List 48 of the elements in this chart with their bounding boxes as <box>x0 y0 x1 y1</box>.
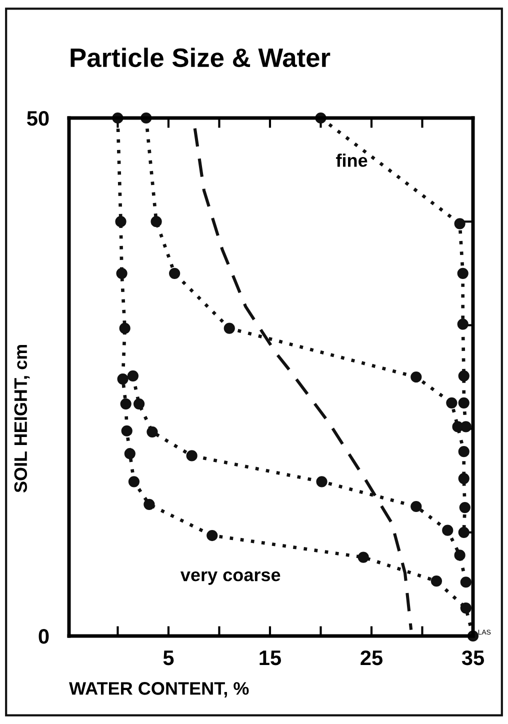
point <box>410 371 422 383</box>
annotation: very coarse <box>180 571 280 585</box>
point <box>410 500 422 512</box>
point <box>128 476 140 488</box>
x-tick-label: 5 <box>163 650 174 666</box>
point <box>144 498 155 510</box>
chart-title: Particle Size & Water <box>70 48 330 68</box>
point <box>457 268 468 279</box>
point <box>206 530 218 542</box>
point <box>454 218 466 230</box>
point <box>146 426 158 438</box>
point <box>358 552 369 563</box>
point <box>442 524 454 536</box>
point <box>460 421 472 432</box>
point <box>459 502 470 514</box>
point <box>150 216 162 228</box>
point <box>127 370 139 382</box>
x-tick-label: 35 <box>462 650 484 666</box>
point <box>460 602 472 614</box>
point <box>224 322 235 334</box>
point <box>458 397 470 408</box>
y-tick-label: 0 <box>38 629 49 644</box>
x-axis-title: WATER CONTENT, % <box>69 682 249 698</box>
point <box>430 576 442 587</box>
point <box>454 550 466 561</box>
point <box>117 374 128 385</box>
point <box>458 526 470 538</box>
point <box>457 318 468 330</box>
point <box>458 370 470 382</box>
y-axis-title: SOIL HEIGHT, cm <box>14 344 30 492</box>
x-tick-label: 15 <box>260 650 281 666</box>
point <box>316 476 328 488</box>
point <box>446 397 458 408</box>
point <box>120 398 132 410</box>
point <box>460 576 472 588</box>
point <box>115 216 126 228</box>
point <box>169 268 180 279</box>
x-tick-label: 25 <box>360 650 382 666</box>
point <box>458 446 470 458</box>
point <box>133 398 145 410</box>
point <box>186 450 198 462</box>
point <box>116 268 128 279</box>
point <box>124 448 136 460</box>
point <box>121 425 132 436</box>
point <box>458 472 470 484</box>
y-tick-label: 50 <box>27 111 49 126</box>
point <box>119 322 130 334</box>
annotation: fine <box>336 154 368 167</box>
